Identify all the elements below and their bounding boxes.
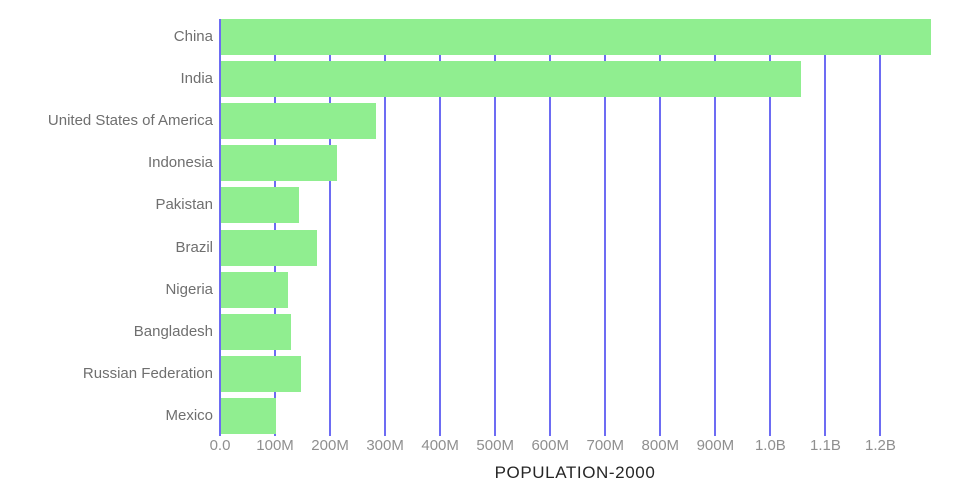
x-tick-label: 200M [311, 437, 349, 454]
bar[interactable] [221, 103, 376, 140]
category-label: Russian Federation [82, 364, 213, 382]
x-tick-label: 900M [696, 437, 735, 454]
bar[interactable] [221, 313, 291, 350]
gridline [824, 19, 827, 436]
category-label: Indonesia [147, 154, 213, 172]
gridline [659, 19, 662, 436]
gridline [549, 19, 552, 436]
gridline [384, 19, 387, 436]
bar[interactable] [221, 145, 337, 182]
x-tick-label: 600M [531, 437, 569, 454]
gridline [494, 19, 497, 436]
category-label: Pakistan [155, 196, 213, 214]
category-label: United States of America [47, 112, 213, 130]
x-tick-label: 300M [366, 437, 404, 454]
gridline [879, 19, 882, 436]
bar[interactable] [221, 271, 288, 308]
y-axis-line [219, 19, 221, 436]
x-tick-label: 0.0 [209, 437, 231, 454]
x-tick-label: 1.2B [865, 437, 896, 454]
gridline [329, 19, 332, 436]
x-tick-label: 700M [586, 437, 625, 454]
x-tick-label: 400M [421, 437, 459, 454]
category-label: Nigeria [165, 280, 213, 298]
x-tick-label: 500M [476, 437, 514, 454]
x-tick-label: 1.1B [809, 437, 841, 454]
chart-title: POPULATION-2000 [494, 463, 656, 482]
bar[interactable] [221, 61, 801, 98]
category-label: Bangladesh [133, 322, 213, 340]
bar[interactable] [221, 187, 299, 224]
category-label: Mexico [165, 406, 213, 424]
category-label: India [180, 70, 213, 88]
gridline [604, 19, 607, 436]
gridline [439, 19, 442, 436]
bar[interactable] [221, 229, 317, 266]
x-tick-label: 1.0B [754, 437, 786, 454]
bar[interactable] [221, 19, 931, 55]
gridline [274, 19, 277, 436]
category-label: Brazil [175, 238, 213, 256]
gridline [714, 19, 717, 436]
bar[interactable] [221, 355, 301, 392]
bar[interactable] [221, 397, 276, 434]
x-tick-label: 800M [641, 437, 680, 454]
category-label: China [173, 28, 213, 45]
gridline [769, 19, 772, 436]
x-tick-label: 100M [256, 437, 294, 454]
